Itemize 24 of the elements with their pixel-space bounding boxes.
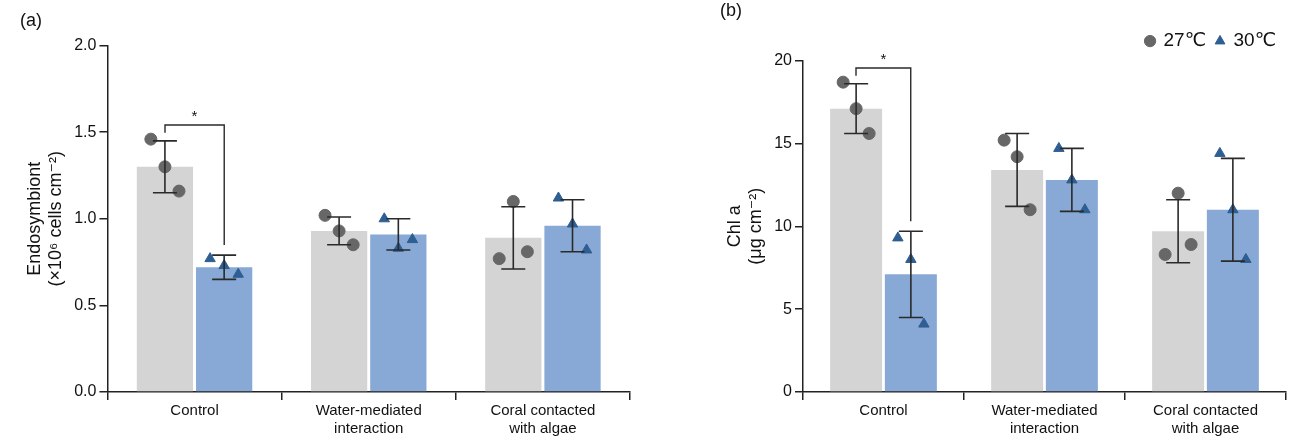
chart-title: (a) — [20, 9, 42, 30]
x-tick-label: Water-mediated interaction — [991, 401, 1098, 437]
y-axis-title: Chl a (μg cm⁻²) — [723, 187, 766, 265]
annotation: * — [880, 49, 887, 67]
y-tick-label: 0.5 — [74, 295, 97, 313]
x-tick-label: Control — [859, 401, 908, 419]
x-tick-label: Water-mediated interaction — [315, 401, 422, 437]
y-tick-label: 0.0 — [74, 382, 97, 400]
annotation: * — [191, 106, 198, 124]
y-tick-label: 0 — [783, 382, 793, 400]
y-tick-label: 2.0 — [74, 36, 97, 54]
legend-label: 27℃ — [1163, 29, 1207, 51]
y-tick-label: 5 — [783, 299, 793, 317]
x-tick-label: Control — [170, 401, 219, 419]
y-tick-label: 1.0 — [74, 209, 97, 227]
x-tick-label: Coral contacted with algae — [490, 401, 596, 437]
y-tick-label: 15 — [774, 133, 793, 151]
legend-label: 30℃ — [1233, 29, 1277, 51]
y-tick-label: 20 — [774, 51, 793, 69]
y-tick-label: 1.5 — [74, 122, 97, 140]
x-tick-label: Coral contacted with algae — [1152, 401, 1259, 437]
y-tick-label: 10 — [774, 216, 793, 234]
y-axis-title: Endosymbiont (×10⁶ cells cm⁻²) — [23, 151, 66, 287]
chart-title: (b) — [720, 0, 742, 20]
